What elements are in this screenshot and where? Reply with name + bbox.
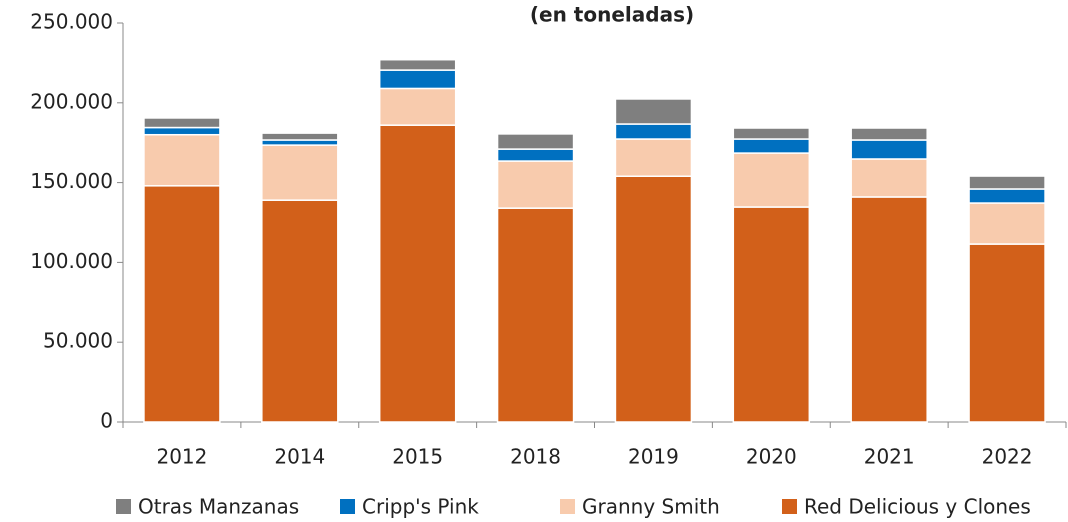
y-tick-label: 50.000 bbox=[43, 329, 113, 353]
bar-segment bbox=[614, 98, 693, 125]
legend-swatch bbox=[116, 499, 131, 514]
bar-segment bbox=[732, 138, 811, 154]
x-tick-label: 2014 bbox=[274, 445, 325, 469]
y-tick-label: 100.000 bbox=[30, 249, 113, 273]
bar-segment bbox=[968, 175, 1046, 190]
bar-segment bbox=[614, 138, 693, 177]
y-tick-label: 200.000 bbox=[30, 89, 113, 113]
legend-label: Cripp's Pink bbox=[362, 495, 479, 519]
bar-segment bbox=[143, 133, 221, 187]
bar-segment bbox=[496, 160, 575, 209]
x-tick-label: 2018 bbox=[510, 445, 561, 469]
legend-swatch bbox=[560, 499, 575, 514]
bar-segment bbox=[850, 127, 928, 141]
bar-segment bbox=[496, 207, 575, 423]
bar-segment bbox=[732, 206, 811, 423]
bar-segment bbox=[850, 139, 928, 160]
x-tick-label: 2015 bbox=[392, 445, 443, 469]
bar-segment bbox=[968, 202, 1046, 245]
legend-swatch bbox=[782, 499, 797, 514]
y-tick-label: 0 bbox=[100, 409, 113, 433]
x-tick-label: 2012 bbox=[156, 445, 207, 469]
y-tick-label: 250.000 bbox=[30, 10, 113, 34]
bar-segment bbox=[378, 69, 457, 90]
x-tick-label: 2019 bbox=[628, 445, 679, 469]
legend-swatch bbox=[340, 499, 355, 514]
bar-segment bbox=[614, 175, 693, 423]
chart-title: (en toneladas) bbox=[530, 3, 694, 27]
bar-segment bbox=[261, 144, 339, 201]
bar-segment bbox=[968, 188, 1046, 204]
x-tick-label: 2020 bbox=[746, 445, 797, 469]
bar-segment bbox=[496, 148, 575, 162]
bar-segment bbox=[143, 117, 221, 129]
legend-label: Granny Smith bbox=[582, 495, 720, 519]
bar-segment bbox=[261, 199, 339, 423]
bar-segment bbox=[378, 87, 457, 126]
legend-label: Otras Manzanas bbox=[138, 495, 299, 519]
legend-label: Red Delicious y Clones bbox=[804, 495, 1031, 519]
bar-segment bbox=[378, 58, 457, 71]
bar-segment bbox=[850, 196, 928, 423]
bar-segment bbox=[496, 133, 575, 150]
bar-segment bbox=[143, 185, 221, 423]
bar-segment bbox=[732, 127, 811, 140]
bar-segment bbox=[261, 132, 339, 141]
bar-segment bbox=[968, 243, 1046, 423]
y-tick-label: 150.000 bbox=[30, 169, 113, 193]
x-tick-label: 2021 bbox=[864, 445, 915, 469]
x-tick-label: 2022 bbox=[982, 445, 1033, 469]
bar-segment bbox=[261, 139, 339, 146]
bar-segment bbox=[850, 158, 928, 198]
bar-segment bbox=[143, 126, 221, 136]
bar-segment bbox=[378, 124, 457, 423]
bar-segment bbox=[614, 123, 693, 140]
bar-segment bbox=[732, 152, 811, 208]
